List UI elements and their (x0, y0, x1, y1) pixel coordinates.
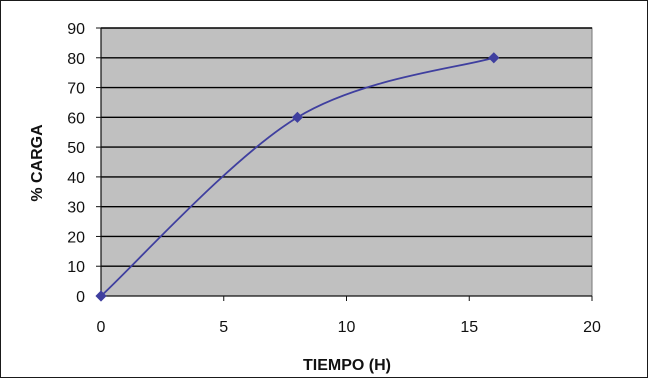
y-axis-ticks: 0 10 20 30 40 50 60 70 80 90 (67, 21, 101, 306)
y-tick-label: 80 (67, 51, 85, 68)
y-tick-label: 10 (67, 259, 85, 276)
x-tick-label: 5 (219, 319, 228, 336)
x-axis-ticks: 0 5 10 15 20 (97, 296, 601, 336)
data-point-marker (488, 52, 500, 64)
data-point-marker (291, 111, 303, 123)
y-tick-label: 90 (67, 21, 85, 38)
y-tick-label: 30 (67, 200, 85, 217)
x-tick-label: 0 (97, 319, 106, 336)
x-tick-label: 10 (338, 319, 356, 336)
plot-area (100, 27, 593, 297)
y-tick-label: 20 (67, 229, 85, 246)
y-tick-label: 50 (67, 140, 85, 157)
data-series (95, 52, 500, 302)
x-tick-label: 20 (583, 319, 601, 336)
x-axis-title: TIEMPO (H) (303, 357, 391, 374)
data-point-marker (95, 290, 107, 302)
y-axis-title: % CARGA (29, 124, 46, 202)
y-tick-label: 70 (67, 81, 85, 98)
y-tick-label: 0 (76, 289, 85, 306)
x-tick-label: 15 (460, 319, 478, 336)
y-tick-label: 60 (67, 110, 85, 127)
grid-lines (101, 27, 592, 267)
y-tick-label: 40 (67, 170, 85, 187)
